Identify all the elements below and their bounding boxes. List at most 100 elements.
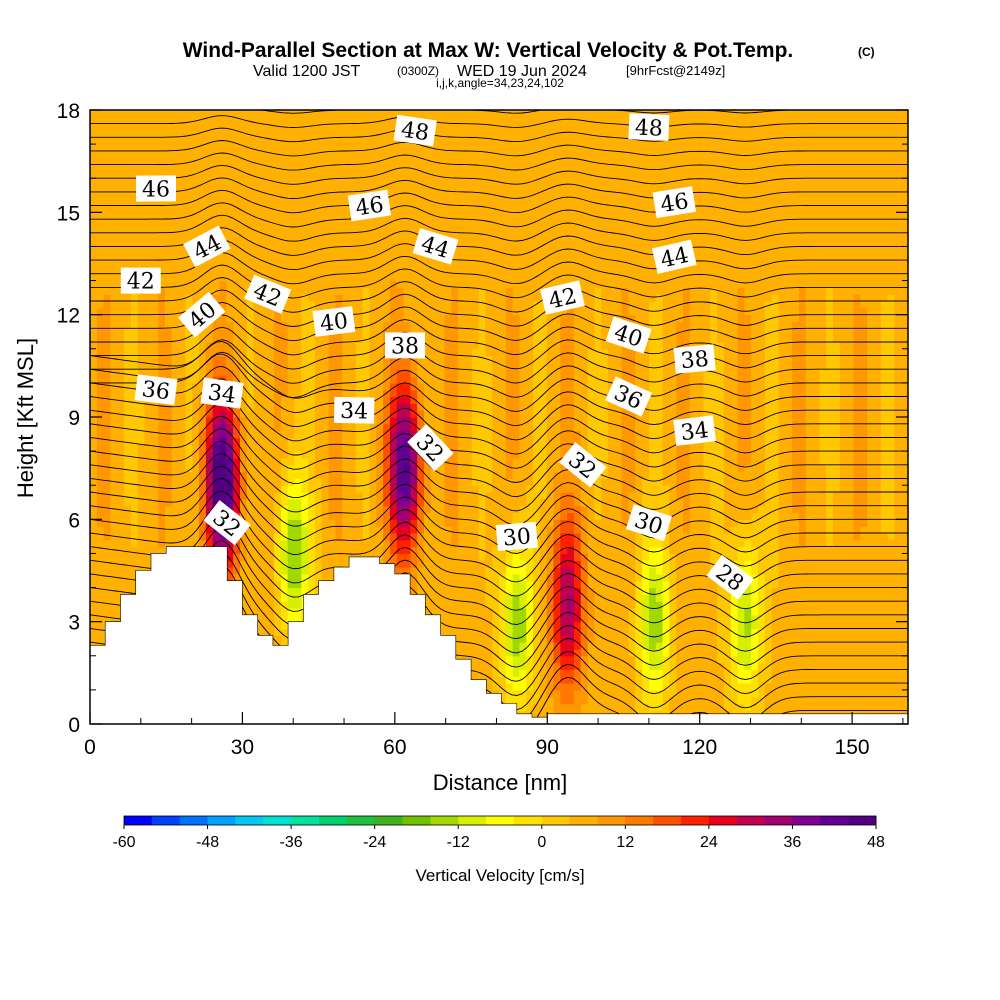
velocity-cell xyxy=(267,314,275,323)
velocity-cell xyxy=(212,266,221,275)
velocity-cell xyxy=(267,253,275,261)
velocity-cell xyxy=(260,498,268,507)
velocity-cell xyxy=(274,608,282,616)
velocity-cell xyxy=(110,205,118,213)
velocity-cell xyxy=(151,505,159,514)
velocity-cell xyxy=(185,389,193,398)
velocity-cell xyxy=(205,505,214,514)
velocity-cell xyxy=(376,273,384,282)
velocity-cell xyxy=(219,301,227,309)
velocity-cell xyxy=(158,246,166,254)
velocity-cell xyxy=(130,212,139,220)
velocity-cell xyxy=(349,178,357,186)
velocity-cell xyxy=(151,539,159,548)
velocity-cell xyxy=(90,587,98,595)
velocity-cell xyxy=(219,178,227,186)
velocity-cell xyxy=(226,478,234,486)
velocity-cell xyxy=(103,260,112,268)
velocity-cell xyxy=(355,539,364,548)
velocity-cell xyxy=(171,464,180,473)
velocity-cell xyxy=(280,246,289,254)
velocity-cell xyxy=(383,273,391,282)
velocity-cell xyxy=(389,198,398,207)
velocity-cell xyxy=(90,280,98,288)
velocity-cell xyxy=(130,341,139,350)
velocity-cell xyxy=(396,198,405,207)
velocity-cell xyxy=(403,232,411,241)
velocity-cell xyxy=(389,362,398,370)
velocity-cell xyxy=(192,144,200,152)
velocity-cell xyxy=(199,212,207,220)
velocity-cell xyxy=(130,471,139,479)
velocity-cell xyxy=(246,417,255,425)
velocity-cell xyxy=(430,191,439,200)
velocity-cell xyxy=(219,280,227,288)
velocity-cell xyxy=(424,307,432,316)
velocity-cell xyxy=(192,157,200,166)
velocity-cell xyxy=(362,485,371,493)
velocity-cell xyxy=(246,205,255,213)
velocity-cell xyxy=(239,110,248,118)
velocity-cell xyxy=(430,219,439,227)
velocity-cell xyxy=(294,212,302,220)
velocity-cell xyxy=(444,553,452,561)
velocity-cell xyxy=(321,110,330,118)
velocity-cell xyxy=(335,212,343,220)
velocity-cell xyxy=(451,594,459,602)
velocity-cell xyxy=(349,232,357,241)
velocity-cell xyxy=(369,444,377,452)
velocity-cell xyxy=(260,150,268,159)
velocity-cell xyxy=(110,137,118,145)
velocity-cell xyxy=(458,294,466,302)
velocity-cell xyxy=(362,239,371,248)
velocity-cell xyxy=(171,137,180,145)
velocity-cell xyxy=(301,341,309,350)
velocity-cell xyxy=(239,198,248,207)
velocity-cell xyxy=(280,451,289,459)
velocity-cell xyxy=(219,260,227,268)
velocity-cell xyxy=(205,273,214,282)
velocity-cell xyxy=(280,130,289,138)
velocity-cell xyxy=(308,355,316,364)
velocity-cell xyxy=(137,157,146,166)
velocity-cell xyxy=(430,403,439,411)
velocity-cell xyxy=(130,403,139,411)
velocity-cell xyxy=(110,498,118,507)
velocity-cell xyxy=(280,239,289,248)
velocity-cell xyxy=(226,110,234,118)
velocity-cell xyxy=(103,539,112,548)
velocity-cell xyxy=(117,225,125,234)
velocity-cell xyxy=(253,457,262,466)
velocity-cell xyxy=(444,621,452,630)
velocity-cell xyxy=(451,260,459,268)
velocity-cell xyxy=(253,587,262,595)
velocity-cell xyxy=(403,260,411,268)
velocity-cell xyxy=(308,492,316,500)
velocity-cell xyxy=(424,144,432,152)
velocity-cell xyxy=(410,505,418,514)
velocity-cell xyxy=(267,225,275,234)
velocity-cell xyxy=(103,239,112,248)
velocity-cell xyxy=(389,253,398,261)
velocity-cell xyxy=(130,164,139,172)
velocity-cell xyxy=(328,464,336,473)
velocity-cell xyxy=(280,178,289,186)
velocity-cell xyxy=(308,553,316,561)
velocity-cell xyxy=(335,137,343,145)
velocity-cell xyxy=(117,485,125,493)
velocity-cell xyxy=(335,178,343,186)
velocity-cell xyxy=(328,457,336,466)
velocity-cell xyxy=(294,144,302,152)
velocity-cell xyxy=(192,444,200,452)
velocity-cell xyxy=(451,546,459,555)
velocity-cell xyxy=(403,485,411,493)
velocity-cell xyxy=(287,110,296,118)
velocity-cell xyxy=(117,321,125,329)
velocity-cell xyxy=(294,457,302,466)
velocity-cell xyxy=(226,492,234,500)
velocity-cell xyxy=(96,328,105,336)
velocity-cell xyxy=(458,212,466,220)
velocity-cell xyxy=(342,485,350,493)
velocity-cell xyxy=(280,362,289,370)
